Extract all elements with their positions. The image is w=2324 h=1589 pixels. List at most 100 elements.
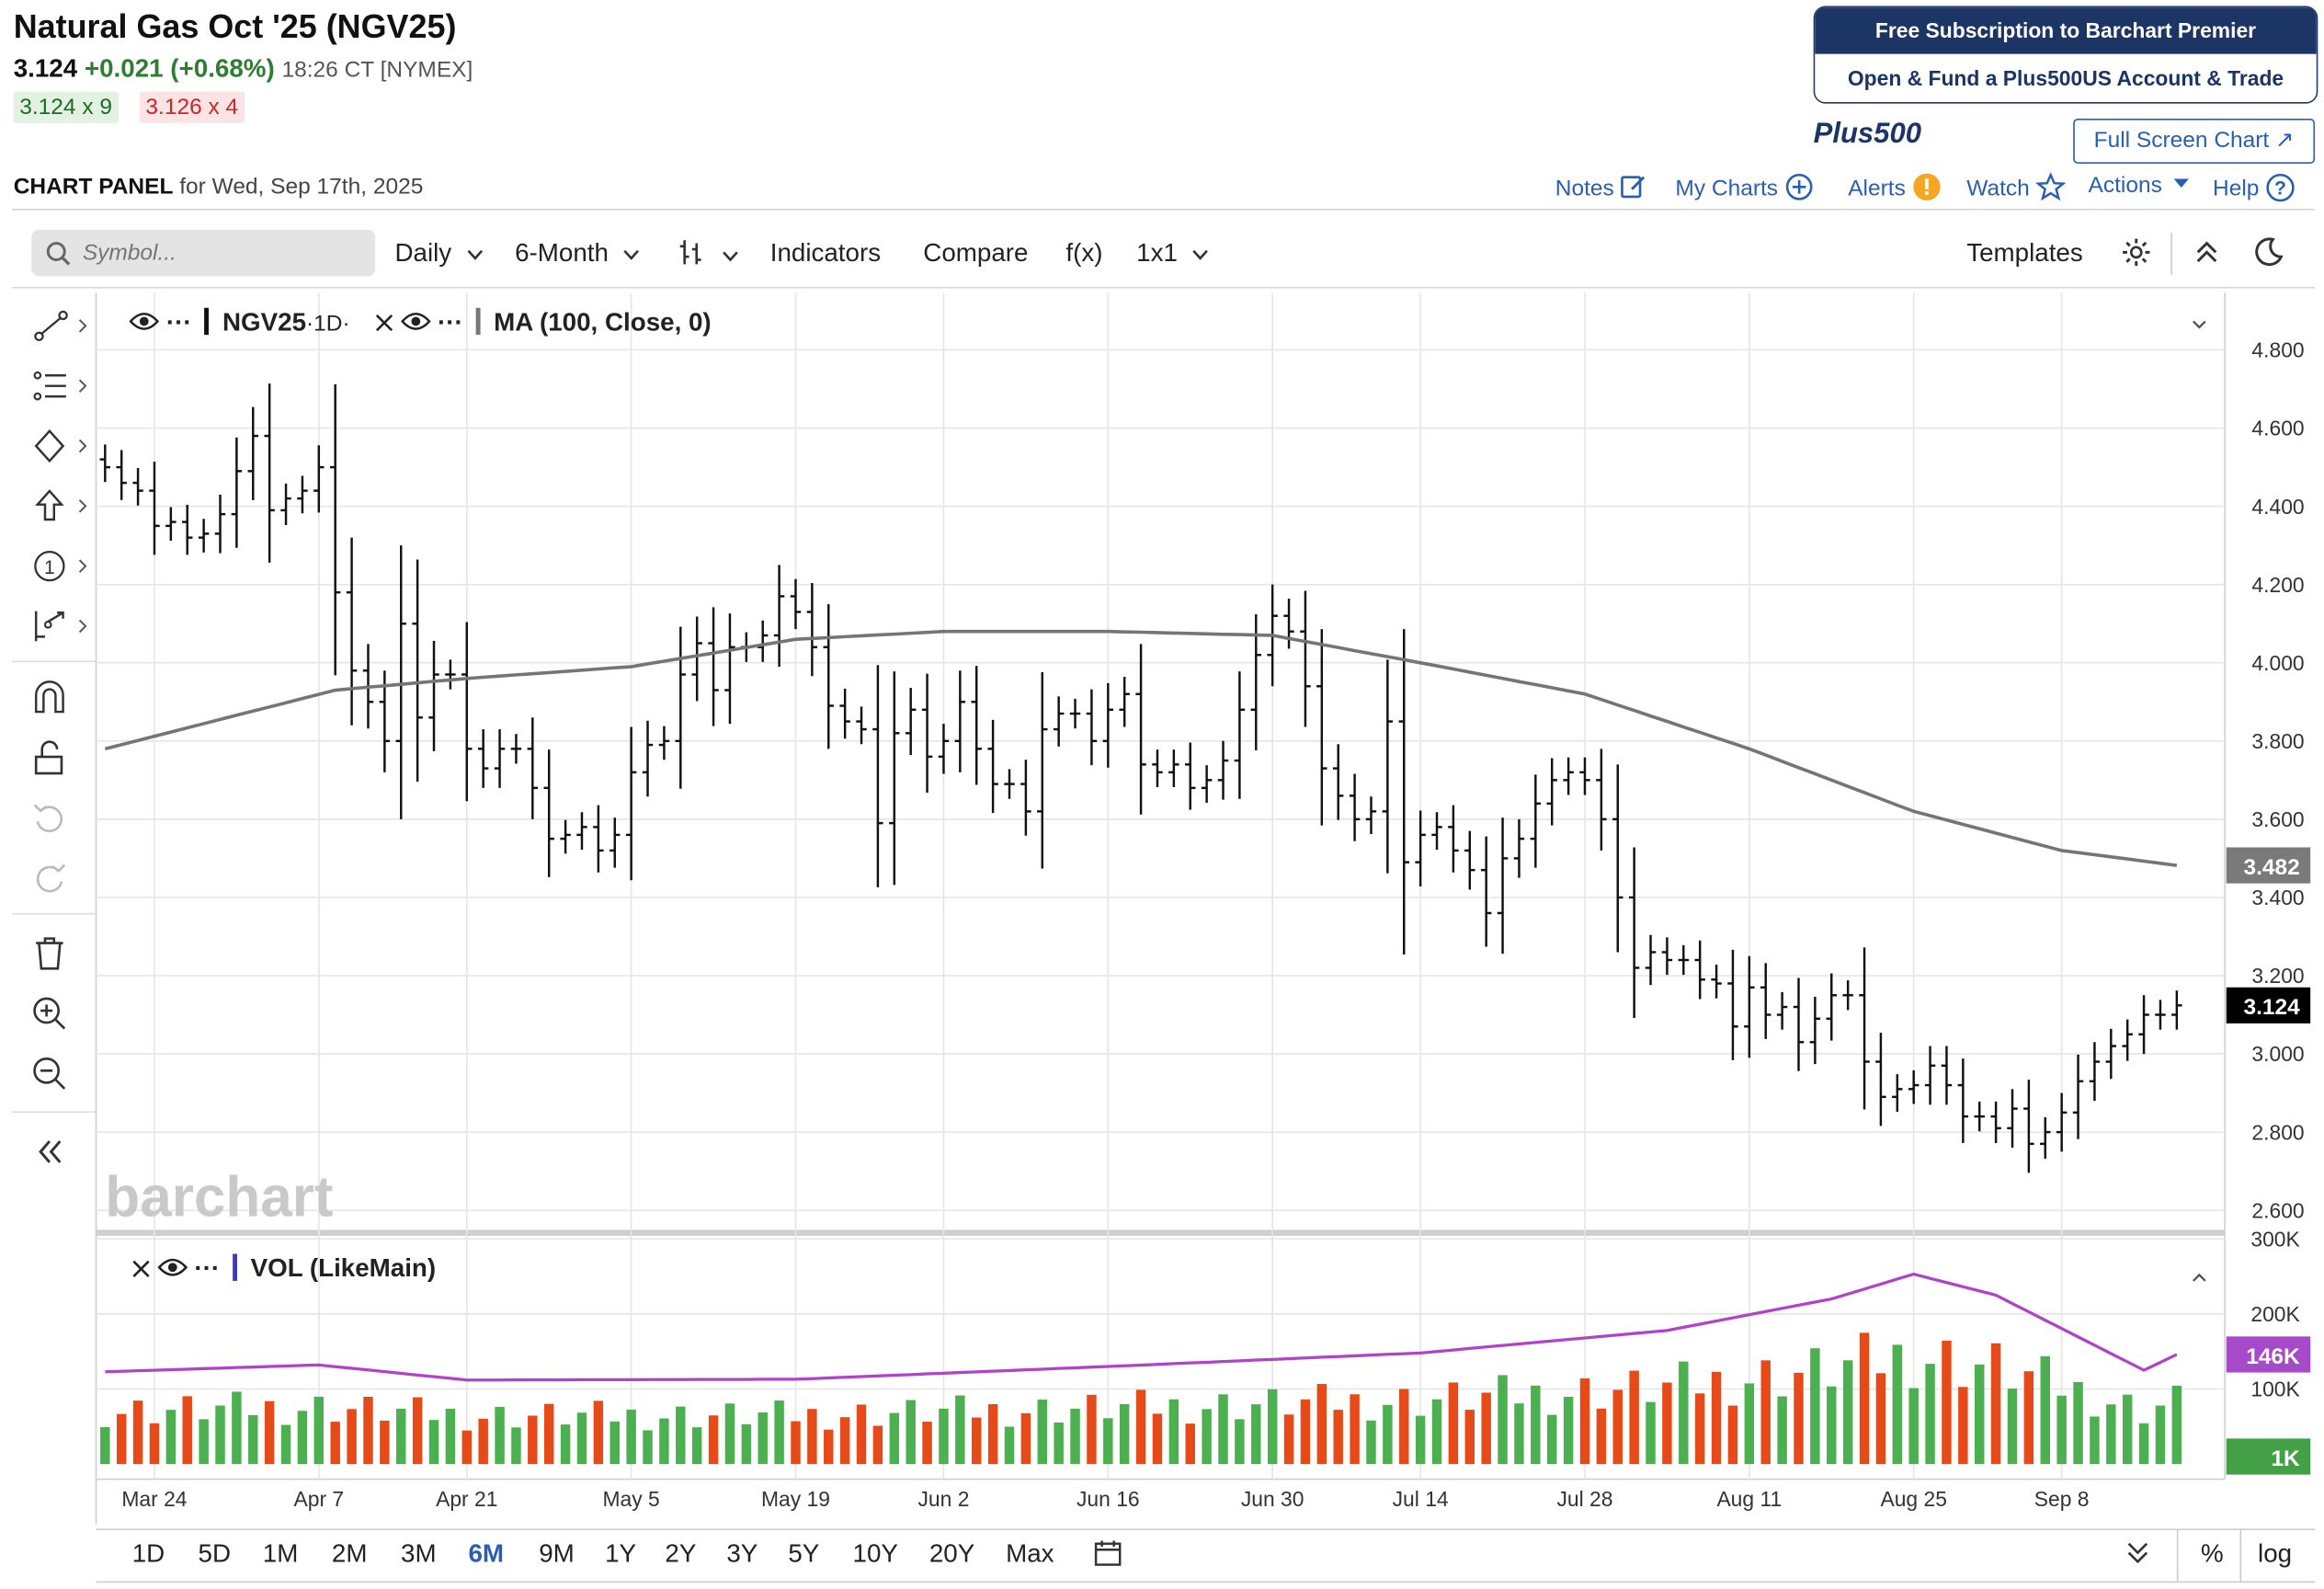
- ohlc-bar: [609, 817, 621, 868]
- range-button-2y[interactable]: 2Y: [665, 1538, 697, 1568]
- annotation-tool[interactable]: 1: [30, 546, 90, 591]
- volume-average: [105, 1272, 2178, 1382]
- period-dropdown[interactable]: 6-Month: [515, 239, 640, 269]
- watch-link[interactable]: Watch: [1966, 172, 2067, 201]
- ohlc-bar: [1448, 805, 1459, 873]
- zoom-out-button[interactable]: [30, 1054, 90, 1099]
- volume-bar: [807, 1409, 817, 1465]
- actions-menu[interactable]: Actions: [2089, 173, 2190, 199]
- more-icon[interactable]: ···: [194, 1253, 221, 1283]
- help-link[interactable]: Help ?: [2213, 173, 2296, 203]
- time-tick-label: Jun 30: [1241, 1487, 1304, 1511]
- chart-type-dropdown[interactable]: [678, 239, 738, 270]
- arrow-tool[interactable]: [30, 486, 90, 532]
- range-button-1d[interactable]: 1D: [131, 1538, 165, 1568]
- scroll-to-end-button[interactable]: [2125, 1539, 2149, 1574]
- notes-link[interactable]: Notes: [1555, 173, 1647, 201]
- ohlc-bar: [1431, 812, 1442, 851]
- ohlc-bar: [477, 729, 489, 788]
- volume-bar: [676, 1406, 686, 1465]
- legend-collapse-button[interactable]: [2192, 313, 2206, 339]
- promo-plus500-link[interactable]: Open & Fund a Plus500US Account & Trade: [1815, 53, 2317, 103]
- my-charts-link[interactable]: My Charts: [1675, 173, 1812, 201]
- promo-premier-link[interactable]: Free Subscription to Barchart Premier: [1815, 7, 2317, 54]
- compare-button[interactable]: Compare: [923, 238, 1029, 268]
- redo-button[interactable]: [30, 859, 90, 904]
- more-icon[interactable]: ···: [165, 307, 192, 337]
- interval-dropdown[interactable]: Daily: [394, 239, 483, 269]
- full-screen-chart-button[interactable]: Full Screen Chart ↗: [2073, 119, 2316, 164]
- ohlc-bar: [165, 507, 177, 542]
- volume-pane-collapse-button[interactable]: [2192, 1264, 2206, 1291]
- ohlc-bar: [1316, 629, 1327, 826]
- range-button-1y[interactable]: 1Y: [605, 1538, 637, 1568]
- settings-button[interactable]: [2120, 235, 2153, 276]
- symbol-search[interactable]: [31, 229, 376, 277]
- range-button-2m[interactable]: 2M: [331, 1538, 368, 1568]
- range-button-5d[interactable]: 5D: [198, 1538, 232, 1568]
- price-tick-label: 4.800: [2251, 338, 2304, 362]
- eye-icon[interactable]: [157, 1257, 188, 1278]
- ohlc-bar: [1102, 682, 1114, 768]
- main-symbol: NGV25: [222, 307, 307, 337]
- close-icon[interactable]: [132, 1260, 151, 1278]
- delete-drawings-button[interactable]: [30, 934, 90, 979]
- zoom-in-button[interactable]: [30, 994, 90, 1039]
- volume-bar: [872, 1425, 883, 1465]
- more-icon[interactable]: ···: [437, 307, 463, 337]
- dark-mode-toggle[interactable]: [2252, 235, 2285, 276]
- measure-tool[interactable]: [30, 607, 90, 652]
- ohlc-bar: [1497, 817, 1509, 955]
- range-button-6m[interactable]: 6M: [468, 1538, 505, 1568]
- promo-box[interactable]: Free Subscription to Barchart Premier Op…: [1813, 6, 2318, 104]
- volume-bar: [1119, 1403, 1130, 1465]
- indicators-button[interactable]: Indicators: [769, 238, 882, 268]
- chart-panel-label: CHART PANEL for Wed, Sep 17th, 2025: [14, 174, 424, 200]
- alerts-label: Alerts: [1848, 176, 1906, 201]
- lock-tool[interactable]: [30, 738, 90, 783]
- range-button-1m[interactable]: 1M: [262, 1538, 299, 1568]
- undo-button[interactable]: [30, 799, 90, 844]
- range-button-20y[interactable]: 20Y: [928, 1538, 975, 1568]
- ohlc-bar: [149, 462, 160, 555]
- volume-bar: [478, 1418, 488, 1465]
- moon-icon: [2255, 237, 2284, 267]
- templates-button[interactable]: Templates: [1966, 238, 2083, 268]
- fx-button[interactable]: f(x): [1065, 238, 1103, 268]
- range-button-max[interactable]: Max: [1006, 1538, 1054, 1568]
- arrow-up-icon: [35, 489, 87, 521]
- ohlc-bar: [1727, 949, 1738, 1060]
- alerts-link[interactable]: Alerts: [1848, 173, 1940, 201]
- ohlc-bar: [329, 383, 341, 676]
- ohlc-bar: [856, 706, 867, 745]
- collapse-sidebar-button[interactable]: [30, 1132, 90, 1177]
- range-button-3y[interactable]: 3Y: [726, 1538, 758, 1568]
- volume-bar: [1070, 1408, 1080, 1465]
- log-scale-toggle[interactable]: log: [2258, 1538, 2293, 1568]
- date-picker-button[interactable]: [1093, 1538, 1123, 1575]
- ask-size: 3.126 x 4: [139, 91, 245, 123]
- shape-tool[interactable]: [30, 427, 90, 472]
- range-button-10y[interactable]: 10Y: [852, 1538, 898, 1568]
- close-icon[interactable]: [375, 314, 393, 332]
- eye-icon[interactable]: [129, 311, 160, 332]
- eye-icon[interactable]: [400, 311, 431, 332]
- symbol-input[interactable]: [79, 238, 357, 268]
- plus500-logo-text: Plus500: [1813, 119, 1921, 151]
- range-button-3m[interactable]: 3M: [401, 1538, 437, 1568]
- percent-scale-toggle[interactable]: %: [2200, 1538, 2224, 1568]
- ohlc-bar: [2138, 995, 2149, 1055]
- range-button-9m[interactable]: 9M: [539, 1538, 575, 1568]
- fib-tool[interactable]: [30, 366, 90, 411]
- trendline-tool[interactable]: [30, 306, 90, 351]
- volume-bar: [1662, 1382, 1672, 1465]
- volume-bar: [626, 1409, 636, 1465]
- collapse-toolbar-button[interactable]: [2192, 237, 2222, 275]
- layout-dropdown[interactable]: 1x1: [1136, 239, 1209, 269]
- zoom-out-icon: [33, 1057, 66, 1090]
- volume-bar: [758, 1412, 768, 1465]
- volume-badge: 1K: [2226, 1438, 2311, 1475]
- range-button-5y[interactable]: 5Y: [788, 1538, 820, 1568]
- magnet-tool[interactable]: [30, 679, 90, 724]
